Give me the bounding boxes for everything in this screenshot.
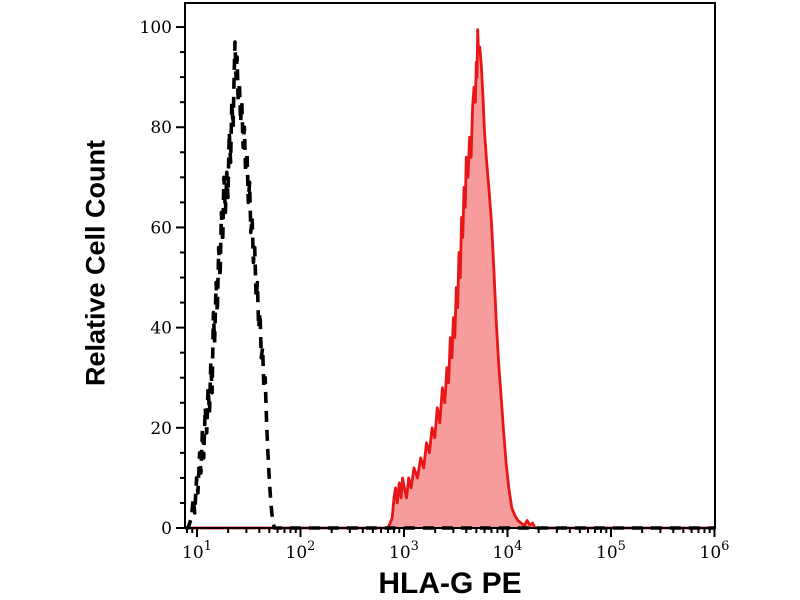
y-tick-label: 20 bbox=[150, 419, 172, 439]
axes-layer bbox=[176, 2, 716, 537]
black-dashed-histogram-outline bbox=[185, 40, 715, 530]
plot-box bbox=[184, 2, 716, 529]
y-tick-label: 100 bbox=[140, 18, 172, 38]
red-filled-histogram-area bbox=[185, 29, 716, 528]
x-tick-label: 106 bbox=[700, 539, 730, 563]
x-tick-label: 101 bbox=[182, 539, 212, 563]
x-tick-label: 105 bbox=[596, 539, 626, 563]
x-tick-label: 103 bbox=[389, 539, 419, 563]
y-tick-label: 0 bbox=[161, 519, 172, 539]
series-layer bbox=[185, 28, 716, 530]
y-tick-label: 60 bbox=[150, 218, 172, 238]
x-axis-title: HLA-G PE bbox=[378, 567, 522, 600]
y-axis-title: Relative Cell Count bbox=[80, 139, 111, 387]
red-filled-histogram-outline bbox=[185, 28, 715, 530]
x-tick-label: 102 bbox=[286, 539, 316, 563]
x-tick-label: 104 bbox=[493, 539, 523, 563]
tick-label-layer: 0 20 40 60 80 100 101 102 103 104 105 106 bbox=[140, 18, 730, 563]
y-tick-label: 80 bbox=[150, 118, 172, 138]
y-tick-label: 40 bbox=[150, 319, 172, 339]
